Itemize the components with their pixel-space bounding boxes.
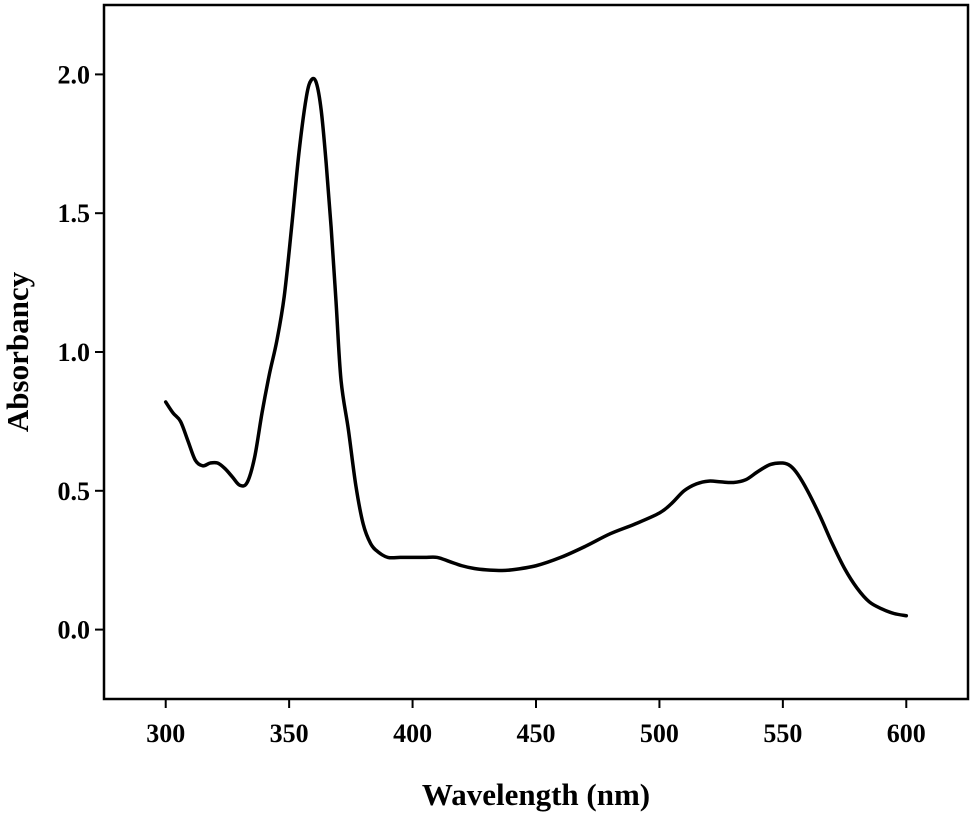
- x-tick-label: 600: [887, 719, 926, 748]
- absorbance-series-line: [163, 76, 909, 618]
- x-tick-label: 350: [270, 719, 309, 748]
- y-tick-label: 0.5: [58, 477, 91, 506]
- y-tick-label: 1.0: [58, 338, 91, 367]
- x-tick-label: 400: [393, 719, 432, 748]
- y-tick-label: 2.0: [58, 60, 91, 89]
- x-tick-label: 550: [763, 719, 802, 748]
- y-axis-ticks: 0.0 0.5 1.0 1.5 2.0: [58, 60, 104, 645]
- plot-frame: [102, 3, 970, 701]
- y-axis-title: Absorbancy: [0, 271, 35, 432]
- x-tick-label: 500: [640, 719, 679, 748]
- x-tick-label: 300: [146, 719, 185, 748]
- x-axis-ticks: 300 350 400 450 500 550 600: [146, 699, 926, 748]
- y-tick-label: 0.0: [58, 616, 91, 645]
- x-tick-label: 450: [517, 719, 556, 748]
- y-tick-label: 1.5: [58, 199, 91, 228]
- x-axis-title: Wavelength (nm): [422, 777, 650, 812]
